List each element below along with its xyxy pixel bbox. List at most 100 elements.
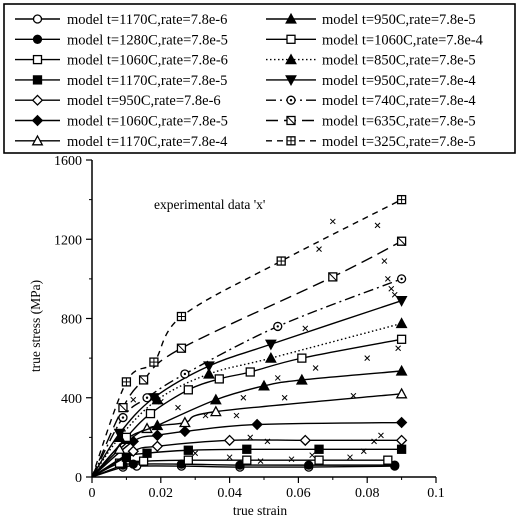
series-marker [395,434,408,447]
experimental-x-mark [364,355,371,361]
series-marker [203,367,215,379]
legend-label: model t=1060C,rate=7.8e-4 [322,32,484,48]
series-marker [396,236,407,246]
series [91,194,407,478]
series-marker [151,419,164,431]
experimental-x-mark [302,325,309,332]
legend-marker [32,14,43,24]
experimental-x-mark [378,432,384,439]
series-marker [214,374,224,384]
legend-label: model t=635C,rate=7.8e-5 [322,114,476,130]
series [91,434,408,478]
series-marker [245,367,255,377]
legend-item: model t=635C,rate=7.8e-5 [266,114,476,130]
y-tick-label: 0 [75,471,82,486]
legend-marker [286,34,296,44]
x-tick-label: 0.08 [355,486,380,501]
series-marker [142,448,152,458]
legend-label: model t=1060C,rate=7.8e-5 [67,114,228,130]
experimental-x-mark [226,454,233,461]
y-tick-label: 800 [61,313,82,328]
legend-marker [285,53,297,65]
series-marker [113,428,126,440]
series-marker [396,274,407,284]
experimental-x-mark [175,404,181,411]
legend-item: model t=1170C,rate=7.8e-6 [15,12,227,28]
legend-marker [31,114,44,127]
legend-label: model t=1170C,rate=7.8e-4 [67,134,228,150]
series-marker [390,460,400,470]
plot-area: 0 400 800 1200 1600 0 0.02 0.04 0.06 0.08 0.1 [54,154,445,501]
series-marker [127,445,139,457]
series-marker [149,357,159,367]
experimental-x-mark [309,452,316,459]
series-marker [304,460,314,470]
series-marker [264,351,277,363]
legend-label: model t=740C,rate=7.8e-4 [322,93,476,109]
series-marker [223,434,236,447]
series-marker [180,369,190,379]
series-marker [276,256,286,266]
legend: model t=1170C,rate=7.8e-6 model t=1280C,r… [15,12,484,150]
legend-marker [286,95,296,105]
experimental-x-mark [288,456,295,463]
series-marker [395,416,408,429]
series-marker [395,364,408,376]
experimental-x-mark [395,345,402,352]
series-marker [183,455,193,465]
series-marker [209,405,222,417]
legend-item: model t=950C,rate=7.8e-6 [15,93,221,109]
experimental-x-mark [274,375,281,381]
experimental-x-mark [312,365,319,371]
legend-box [3,3,516,154]
experimental-x-mark [384,276,391,282]
legend-label: model t=950C,rate=7.8e-6 [67,93,221,109]
series-marker [328,272,338,282]
chart-annotation: experimental data 'x' [154,197,265,212]
series-marker [183,445,193,455]
series-marker [295,373,308,385]
legend-marker [286,136,296,146]
experimental-x-mark [329,218,336,225]
y-tick-label: 1600 [54,154,82,169]
legend-marker [31,94,44,106]
series-marker [395,296,408,307]
legend-marker [285,75,297,87]
series-marker [395,317,408,329]
series-marker [314,455,324,465]
legend-label: model t=950C,rate=7.8e-5 [322,12,476,28]
series-marker [118,403,128,413]
legend-label: model t=325C,rate=7.8e-5 [322,134,476,150]
legend-item: model t=1060C,rate=7.8e-4 [266,32,484,48]
x-tick-label: 0.06 [286,486,311,501]
series-marker [299,434,311,447]
series-marker [297,353,307,363]
series [91,274,407,478]
series-marker [242,444,252,454]
legend-label: model t=950C,rate=7.8e-4 [322,73,476,89]
legend-item: model t=1280C,rate=7.8e-5 [15,32,228,48]
series [91,236,407,478]
y-tick-label: 1200 [54,233,82,248]
legend-marker [286,115,296,126]
series [91,416,408,478]
legend-item: model t=850C,rate=7.8e-5 [266,53,476,69]
legend-marker [285,12,297,24]
series-marker [179,425,191,438]
experimental-x-mark [240,394,247,401]
series-marker [203,361,215,373]
series-marker [176,343,187,353]
series-marker [128,459,138,469]
legend-item: model t=1060C,rate=7.8e-5 [15,114,228,130]
series-marker [176,311,187,322]
series-marker [118,412,128,423]
series-line [91,199,402,478]
legend-label: model t=1170C,rate=7.8e-5 [67,73,227,89]
experimental-x-mark [381,258,388,264]
legend-marker [32,75,43,85]
series-marker [396,194,407,205]
legend-item: model t=950C,rate=7.8e-4 [266,73,476,89]
series-marker [258,379,270,391]
series-marker [396,334,407,344]
x-axis-title: true strain [233,503,288,518]
